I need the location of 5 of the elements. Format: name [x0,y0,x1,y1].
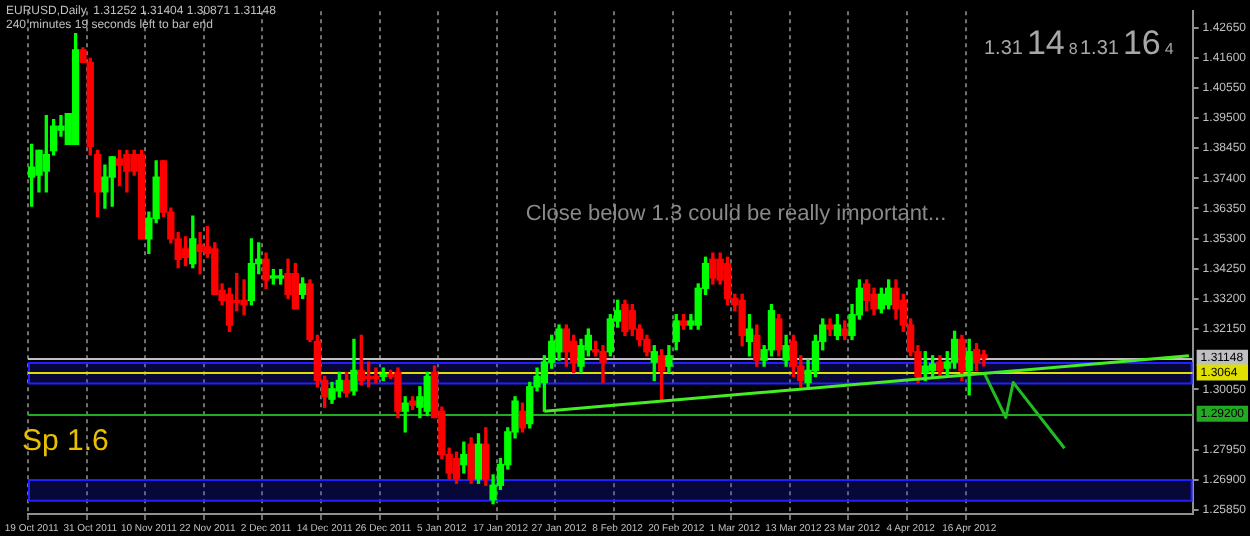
candlestick [240,279,248,316]
candlestick [372,367,380,384]
candlestick [196,231,204,275]
annotation: Sp 1.6 [22,424,109,458]
annotation: Close below 1.3 could be really important... [525,202,947,226]
